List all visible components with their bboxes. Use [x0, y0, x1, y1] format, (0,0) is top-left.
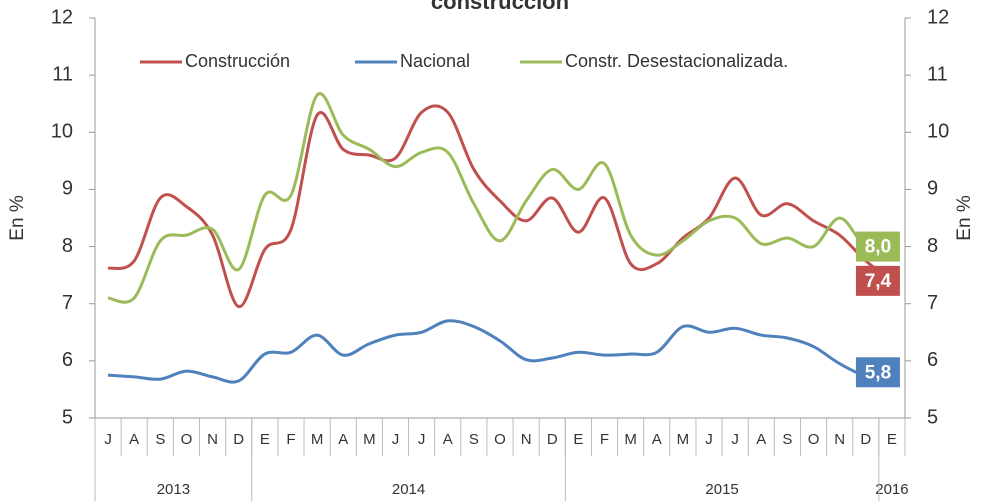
- y-axis-label: En %: [7, 195, 28, 241]
- x-tick-label: E: [573, 431, 583, 448]
- x-tick-label: J: [705, 431, 713, 448]
- y-tick-label: 11: [52, 63, 73, 85]
- y-tick-label: 8: [62, 235, 73, 257]
- y-tick-label: 6: [62, 349, 73, 371]
- x-tick-label: S: [155, 431, 165, 448]
- value-label-box: [855, 231, 900, 262]
- x-tick-label: J: [392, 431, 400, 448]
- y2-axis-label: En %: [954, 195, 975, 241]
- x-group-label: 2014: [392, 481, 425, 498]
- x-tick-label: D: [547, 431, 558, 448]
- x-tick-label: M: [311, 431, 324, 448]
- x-tick-label: M: [624, 431, 637, 448]
- x-tick-label: S: [782, 431, 792, 448]
- value-label-box: [855, 265, 900, 296]
- x-group-label: 2016: [875, 481, 908, 498]
- x-tick-label: E: [887, 431, 897, 448]
- x-tick-label: J: [731, 431, 739, 448]
- y-tick-label: 9: [62, 178, 73, 200]
- y-tick-label: 5: [62, 406, 73, 428]
- x-tick-label: N: [207, 431, 218, 448]
- y2-tick-label: 11: [927, 63, 948, 85]
- legend-label: Nacional: [400, 51, 470, 71]
- x-group-label: 2013: [157, 481, 190, 498]
- x-tick-label: M: [677, 431, 690, 448]
- y2-tick-label: 6: [927, 349, 938, 371]
- value-label-box: [855, 357, 900, 388]
- x-tick-label: S: [469, 431, 479, 448]
- x-tick-label: M: [363, 431, 376, 448]
- legend-label: Construcción: [185, 51, 290, 71]
- x-tick-label: A: [129, 431, 139, 448]
- y2-tick-label: 7: [927, 292, 938, 314]
- series-line: [107, 92, 893, 304]
- x-tick-label: F: [286, 431, 295, 448]
- y2-tick-label: 9: [927, 178, 938, 200]
- y-tick-label: 10: [51, 121, 73, 143]
- x-tick-label: O: [808, 431, 820, 448]
- value-label: 7,4: [865, 271, 892, 292]
- x-tick-label: A: [338, 431, 348, 448]
- series-line: [107, 104, 893, 309]
- x-tick-label: O: [494, 431, 506, 448]
- series-line: [107, 319, 893, 384]
- x-tick-label: J: [104, 431, 112, 448]
- x-tick-label: N: [521, 431, 532, 448]
- value-label: 8,0: [865, 237, 891, 258]
- x-tick-label: F: [600, 431, 609, 448]
- x-tick-label: D: [860, 431, 871, 448]
- x-tick-label: A: [652, 431, 662, 448]
- y2-tick-label: 12: [927, 6, 949, 28]
- legend-label: Constr. Desestacionalizada.: [565, 51, 788, 71]
- chart-title: construcción: [431, 0, 569, 14]
- x-tick-label: N: [834, 431, 845, 448]
- y2-tick-label: 8: [927, 235, 938, 257]
- value-label: 5,8: [865, 362, 891, 383]
- y2-tick-label: 5: [927, 406, 938, 428]
- x-tick-label: E: [260, 431, 270, 448]
- x-tick-label: D: [233, 431, 244, 448]
- x-tick-label: A: [756, 431, 766, 448]
- y2-tick-label: 10: [927, 121, 949, 143]
- y-tick-label: 12: [51, 6, 73, 28]
- x-tick-label: J: [418, 431, 426, 448]
- x-tick-label: A: [443, 431, 453, 448]
- x-group-label: 2015: [705, 481, 738, 498]
- x-tick-label: O: [181, 431, 193, 448]
- y-tick-label: 7: [62, 292, 73, 314]
